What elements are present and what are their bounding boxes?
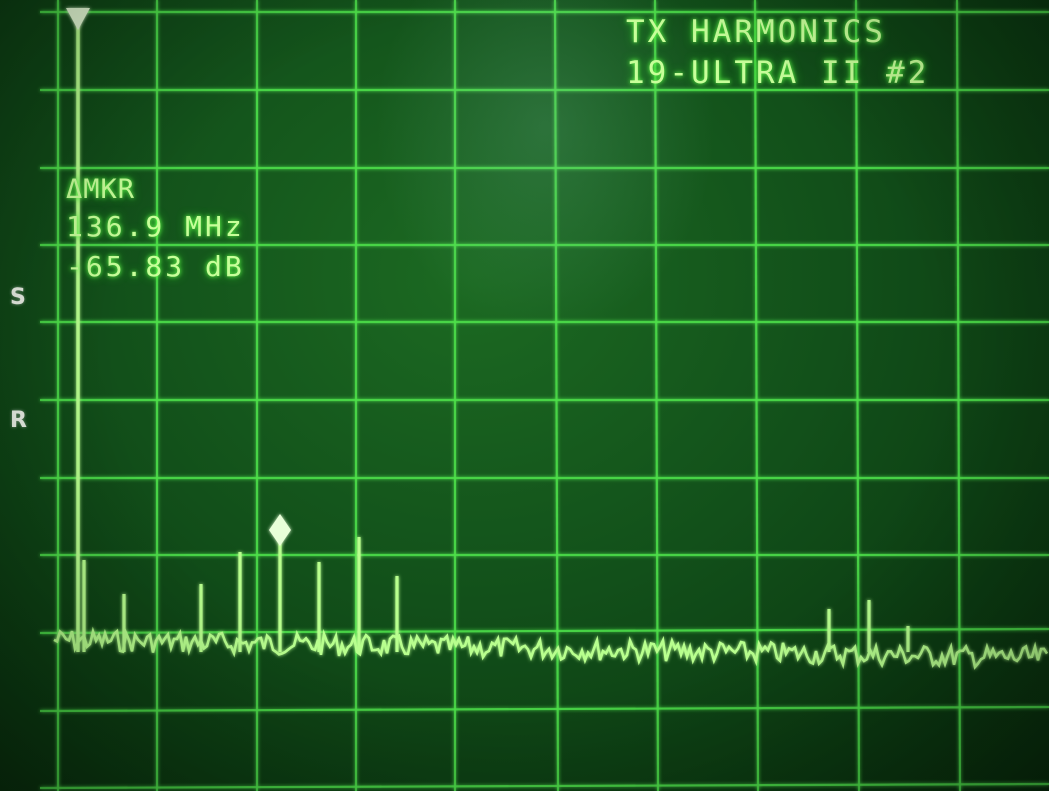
side-label-s: S: [10, 285, 26, 310]
spectrum-trace: [53, 22, 1049, 670]
graticule-vertical-line: [753, 0, 760, 791]
graticule-vertical-line: [653, 0, 660, 791]
title-text: TX HARMONICS: [626, 14, 886, 50]
delta-marker-label: ΔMKR: [66, 174, 136, 205]
triangle-marker-icon: [66, 8, 90, 30]
graticule-vertical-line: [553, 0, 560, 791]
graticule-vertical-line: [955, 0, 962, 791]
graticule-horizontal-line: [39, 627, 1049, 635]
graticule-vertical-line: [854, 0, 861, 791]
diamond-marker-icon: [269, 514, 291, 546]
noise-floor-trace: [53, 626, 1049, 670]
side-label-r: R: [10, 408, 27, 433]
graticule-horizontal-line: [39, 705, 1049, 713]
subtitle-text: 19-ULTRA II #2: [626, 55, 930, 91]
delta-marker-frequency: 136.9 MHz: [66, 210, 245, 243]
graticule-grid: [39, 0, 1049, 791]
graticule-horizontal-line: [39, 782, 1049, 790]
delta-marker-level: -65.83 dB: [66, 250, 245, 283]
